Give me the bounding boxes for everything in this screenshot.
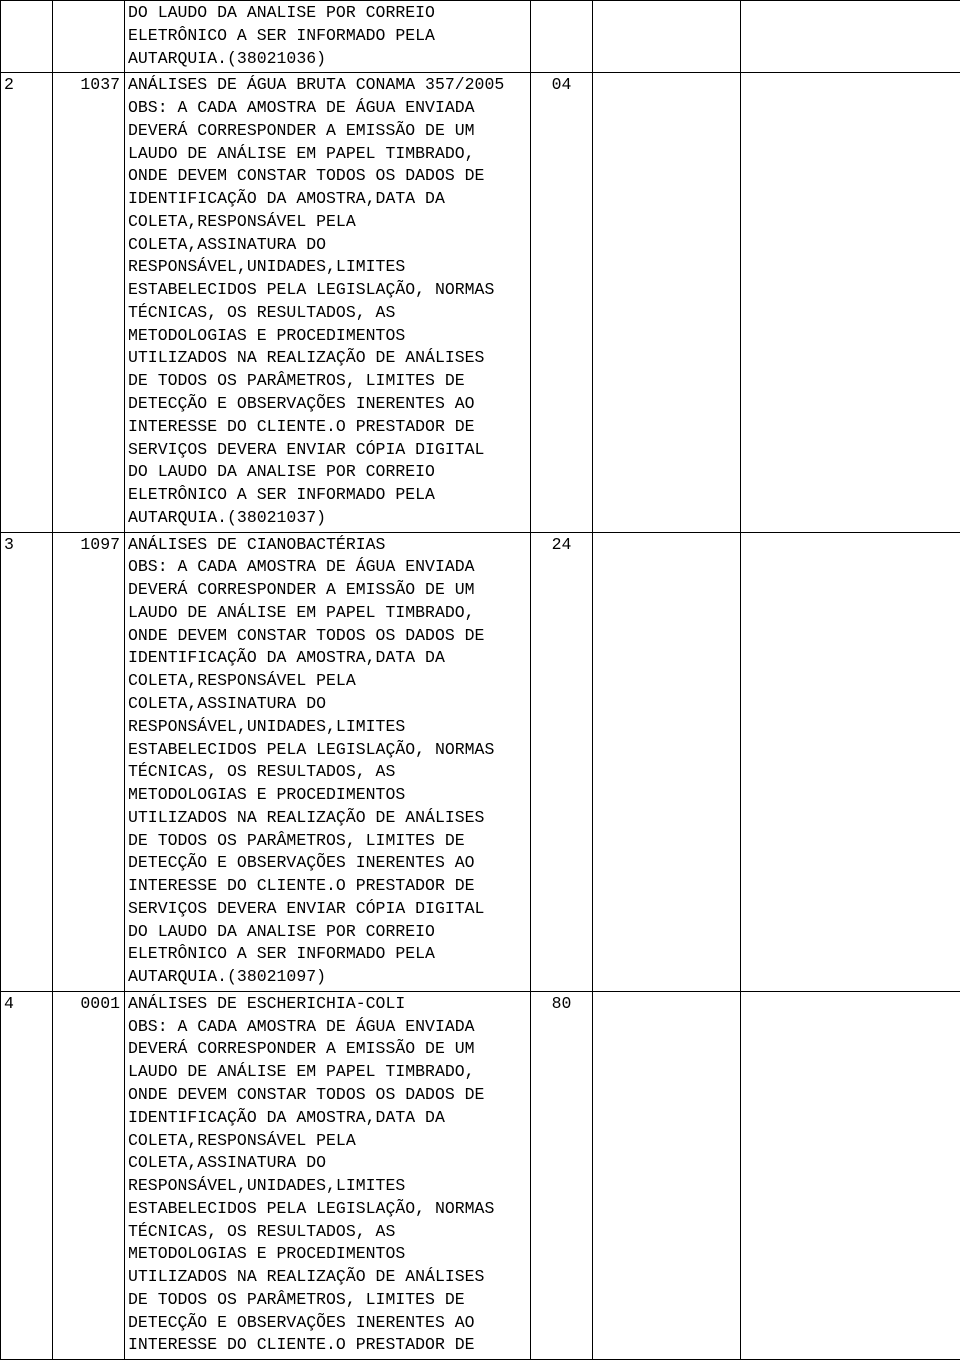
cell-num	[1, 1, 53, 73]
cell-code: 1097	[53, 532, 125, 991]
cell-code: 0001	[53, 991, 125, 1359]
cell-code	[53, 1, 125, 73]
cell-f	[741, 73, 960, 532]
cell-qty: 80	[531, 991, 593, 1359]
cell-f	[741, 991, 960, 1359]
cell-num: 3	[1, 532, 53, 991]
cell-e	[593, 1, 741, 73]
cell-qty	[531, 1, 593, 73]
table-row: DO LAUDO DA ANALISE POR CORREIO ELETRÔNI…	[1, 1, 960, 73]
items-tbody: DO LAUDO DA ANALISE POR CORREIO ELETRÔNI…	[1, 1, 960, 1360]
table-row: 3 1097 ANÁLISES DE CIANOBACTÉRIAS OBS: A…	[1, 532, 960, 991]
cell-num: 4	[1, 991, 53, 1359]
table-row: 2 1037 ANÁLISES DE ÁGUA BRUTA CONAMA 357…	[1, 73, 960, 532]
cell-desc: ANÁLISES DE CIANOBACTÉRIAS OBS: A CADA A…	[125, 532, 531, 991]
cell-f	[741, 532, 960, 991]
items-table: DO LAUDO DA ANALISE POR CORREIO ELETRÔNI…	[0, 0, 960, 1360]
cell-code: 1037	[53, 73, 125, 532]
cell-qty: 24	[531, 532, 593, 991]
cell-e	[593, 532, 741, 991]
cell-num: 2	[1, 73, 53, 532]
cell-desc: ANÁLISES DE ÁGUA BRUTA CONAMA 357/2005 O…	[125, 73, 531, 532]
cell-desc: DO LAUDO DA ANALISE POR CORREIO ELETRÔNI…	[125, 1, 531, 73]
cell-desc: ANÁLISES DE ESCHERICHIA-COLI OBS: A CADA…	[125, 991, 531, 1359]
cell-e	[593, 73, 741, 532]
table-row: 4 0001 ANÁLISES DE ESCHERICHIA-COLI OBS:…	[1, 991, 960, 1359]
cell-e	[593, 991, 741, 1359]
cell-f	[741, 1, 960, 73]
cell-qty: 04	[531, 73, 593, 532]
